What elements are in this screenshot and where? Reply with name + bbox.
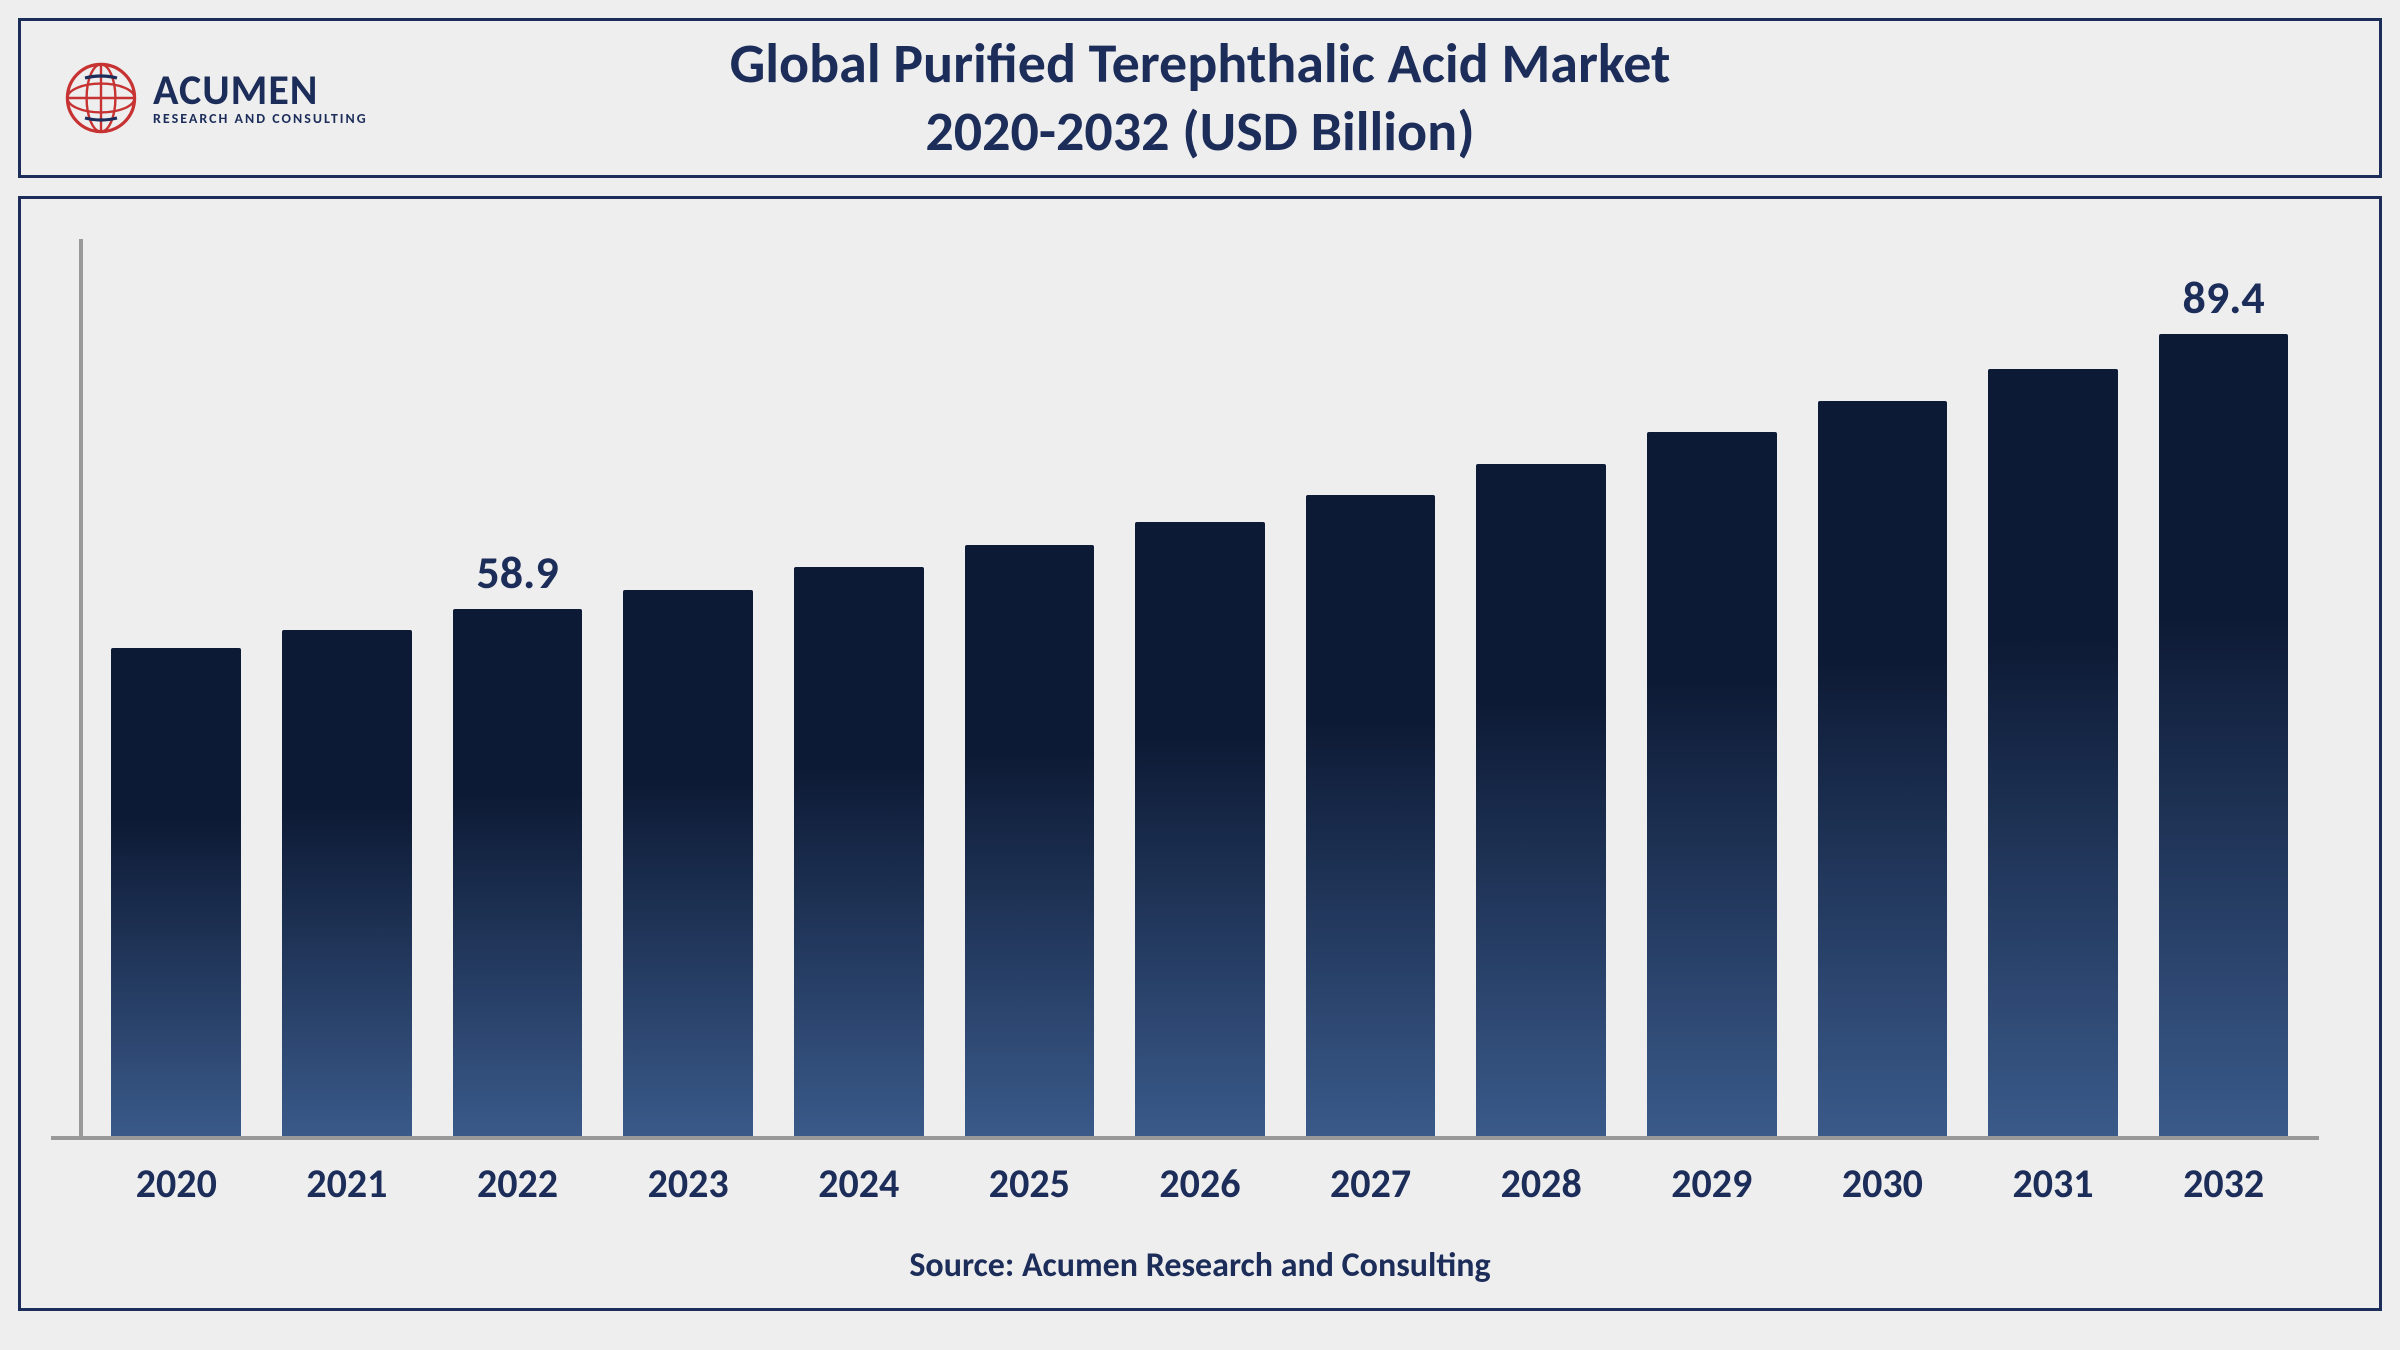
- bar-col: [262, 239, 433, 1138]
- logo-brand: ACUMEN: [153, 70, 368, 112]
- x-axis-label: 2026: [1115, 1159, 1286, 1208]
- page-container: ACUMEN RESEARCH AND CONSULTING Global Pu…: [0, 0, 2400, 1350]
- x-axis-label: 2024: [773, 1159, 944, 1208]
- x-axis-label: 2032: [2138, 1159, 2309, 1208]
- bar-col: [1626, 239, 1797, 1138]
- bar-col: [603, 239, 774, 1138]
- x-labels: 2020202120222023202420252026202720282029…: [81, 1159, 2319, 1208]
- x-axis-label: 2031: [1968, 1159, 2139, 1208]
- bar: [1306, 495, 1436, 1138]
- bar-col: [1285, 239, 1456, 1138]
- bar: [111, 648, 241, 1138]
- globe-icon: [61, 58, 141, 138]
- bar-col: [773, 239, 944, 1138]
- bar-col: 89.4: [2138, 239, 2309, 1138]
- chart-title: Global Purified Terephthalic Acid Market…: [730, 30, 1671, 166]
- x-axis-label: 2025: [944, 1159, 1115, 1208]
- title-line-2: 2020-2032 (USD Billion): [730, 98, 1671, 166]
- x-axis-label: 2020: [91, 1159, 262, 1208]
- bar-col: [1115, 239, 1286, 1138]
- bar-col: [944, 239, 1115, 1138]
- bar: [623, 590, 753, 1138]
- x-axis-label: 2022: [432, 1159, 603, 1208]
- bar: [1135, 522, 1265, 1138]
- x-axis-line: [51, 1136, 2319, 1140]
- bar: [965, 545, 1095, 1138]
- logo: ACUMEN RESEARCH AND CONSULTING: [61, 58, 368, 138]
- x-axis-label: 2030: [1797, 1159, 1968, 1208]
- bar: [282, 630, 412, 1138]
- x-axis-label: 2027: [1285, 1159, 1456, 1208]
- bar: [794, 567, 924, 1138]
- x-axis-label: 2029: [1626, 1159, 1797, 1208]
- bar-col: [1797, 239, 1968, 1138]
- plot-area: 58.9 89.4: [81, 239, 2319, 1138]
- bar: [2159, 334, 2289, 1138]
- title-line-1: Global Purified Terephthalic Acid Market: [730, 30, 1671, 98]
- bar: [1647, 432, 1777, 1138]
- bars-container: 58.9 89.4: [81, 239, 2319, 1138]
- logo-text: ACUMEN RESEARCH AND CONSULTING: [153, 70, 368, 126]
- header-panel: ACUMEN RESEARCH AND CONSULTING Global Pu…: [18, 18, 2382, 178]
- bar: [453, 609, 583, 1139]
- bar: [1988, 369, 2118, 1138]
- chart-panel: 58.989.4 2020202120222023202420252026202…: [18, 196, 2382, 1311]
- bar-col: [1968, 239, 2139, 1138]
- bar-col: [1456, 239, 1627, 1138]
- bar: [1818, 401, 1948, 1138]
- bar: [1476, 464, 1606, 1138]
- logo-tagline: RESEARCH AND CONSULTING: [153, 112, 368, 126]
- bar-col: 58.9: [432, 239, 603, 1138]
- bar-col: [91, 239, 262, 1138]
- x-axis-label: 2023: [603, 1159, 774, 1208]
- data-label: 58.9: [476, 545, 558, 601]
- data-label: 89.4: [2183, 270, 2265, 326]
- x-axis-label: 2021: [262, 1159, 433, 1208]
- source-text: Source: Acumen Research and Consulting: [21, 1245, 2379, 1286]
- x-axis-label: 2028: [1456, 1159, 1627, 1208]
